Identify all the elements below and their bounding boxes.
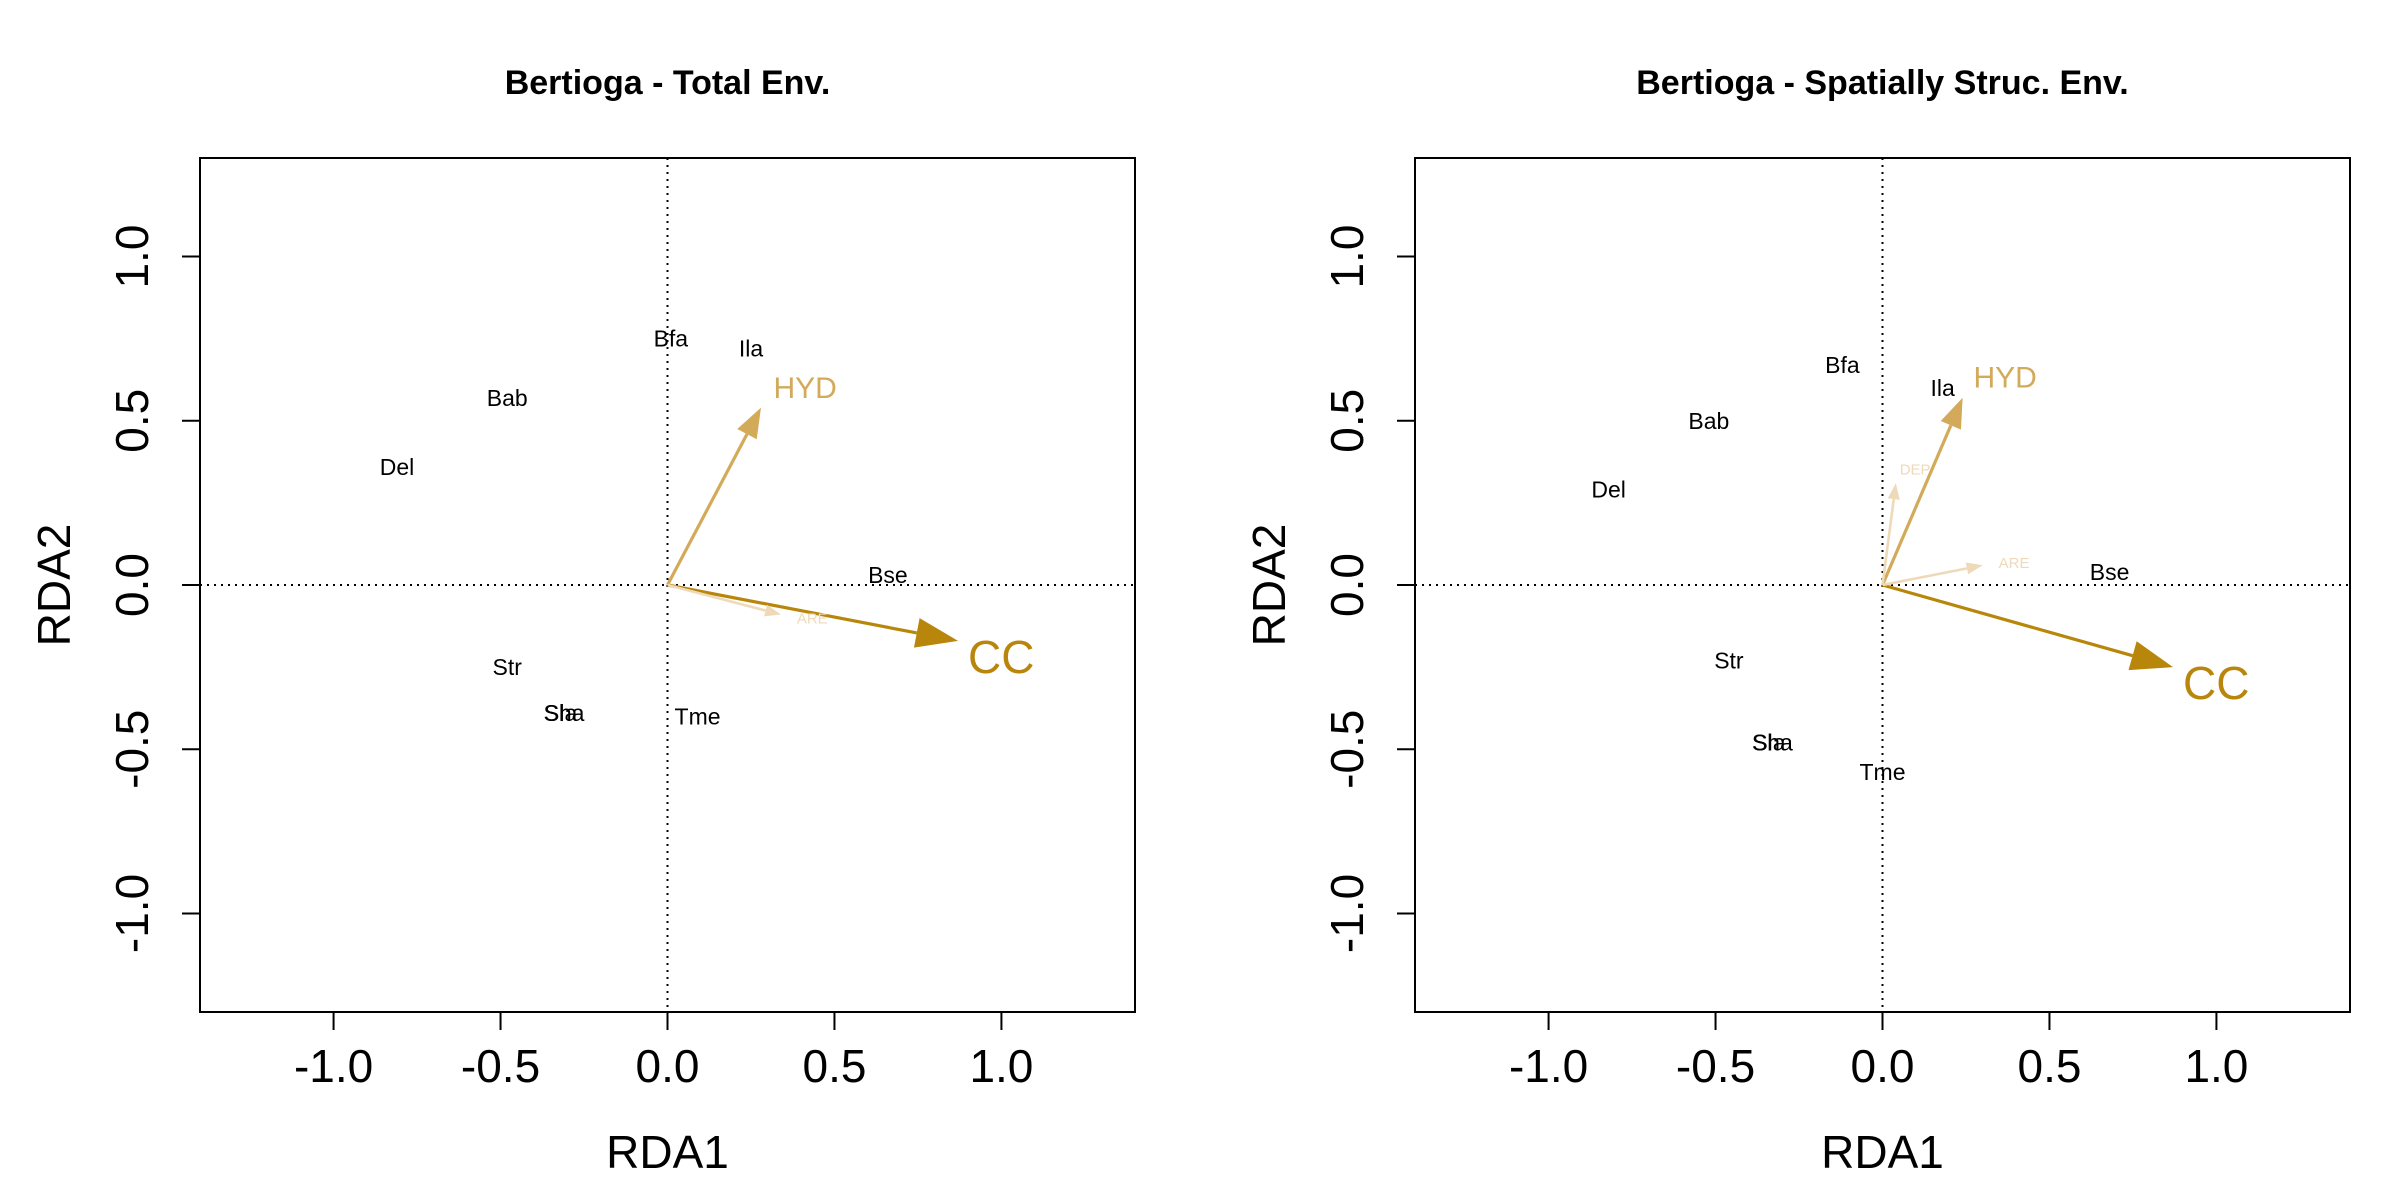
x-tick-label: 0.0 (636, 1040, 700, 1092)
vector-label: DEP (1900, 461, 1931, 478)
y-tick-label: 0.5 (106, 389, 158, 453)
species-label-bfa: Bfa (654, 326, 689, 352)
y-tick-label: -1.0 (1321, 874, 1373, 953)
vector-shaft (667, 583, 766, 612)
species-label-tme: Tme (1860, 759, 1906, 785)
vector-arrowhead (737, 407, 761, 440)
vector-cc: CC (667, 583, 1034, 683)
x-tick-label: 0.0 (1851, 1040, 1915, 1092)
species-label-ila: Ila (1930, 375, 1955, 401)
vector-are: ARE (667, 583, 828, 627)
rda-panel-2: Bertioga - Spatially Struc. Env. -1.0 -0.5… (1243, 64, 2351, 1178)
x-tick-label: 1.0 (2184, 1040, 2248, 1092)
vector-label: HYD (1973, 362, 2036, 395)
y-tick-label: -0.5 (1321, 710, 1373, 789)
species-label-sha: Sha (544, 700, 585, 726)
vector-label: CC (2183, 657, 2249, 709)
y-tick-label: -1.0 (106, 874, 158, 953)
x-axis-title: RDA1 (1821, 1126, 1944, 1178)
species-label-del: Del (380, 454, 415, 480)
species-label-str: Str (1714, 648, 1744, 674)
panel-title: Bertioga - Total Env. (505, 64, 831, 102)
vector-shaft (1882, 567, 1968, 587)
vector-arrowhead (1965, 562, 1983, 575)
y-tick-label: 0.5 (1321, 389, 1373, 453)
x-tick-label: -0.5 (1676, 1040, 1755, 1092)
rda-panel-1: Bertioga - Total Env. -1.0 -0.5 0.0 0.5 1.0 -1… (28, 64, 1136, 1178)
vector-label: ARE (1999, 555, 2030, 572)
y-tick-label: 0.0 (1321, 553, 1373, 617)
vector-arrowhead (1887, 483, 1900, 500)
y-tick-label: -0.5 (106, 710, 158, 789)
vector-cc: CC (1882, 583, 2249, 709)
species-label-sla: Sla (544, 700, 577, 726)
vector-hyd: HYD (666, 372, 837, 586)
species-label-ila: Ila (739, 336, 764, 362)
species-label-del: Del (1591, 477, 1626, 503)
vector-are: ARE (1882, 555, 2030, 587)
species-label-bse: Bse (2090, 559, 2130, 585)
x-tick-label: -0.5 (461, 1040, 540, 1092)
species-label-str: Str (493, 654, 523, 680)
y-tick-label: 1.0 (106, 225, 158, 289)
vector-arrowhead (913, 618, 959, 648)
y-axis-title: RDA2 (1243, 524, 1295, 647)
vector-label: CC (968, 631, 1034, 683)
vector-label: ARE (797, 610, 828, 627)
x-tick-label: -1.0 (294, 1040, 373, 1092)
vector-shaft (1881, 498, 1896, 586)
species-label-sha: Sha (1752, 730, 1793, 756)
x-tick-label: -1.0 (1509, 1040, 1588, 1092)
y-tick-label: 0.0 (106, 553, 158, 617)
vector-shaft (1882, 583, 2134, 658)
vector-arrowhead (1940, 397, 1963, 430)
vector-hyd: HYD (1881, 362, 2037, 586)
species-label-bab: Bab (487, 385, 528, 411)
vector-shaft (666, 433, 749, 586)
species-label-bfa: Bfa (1825, 352, 1860, 378)
y-tick-label: 1.0 (1321, 225, 1373, 289)
species-label-tme: Tme (675, 703, 721, 729)
panel-title: Bertioga - Spatially Struc. Env. (1636, 64, 2129, 102)
x-axis-title: RDA1 (606, 1126, 729, 1178)
x-tick-label: 1.0 (969, 1040, 1033, 1092)
vector-dep: DEP (1881, 461, 1931, 586)
x-tick-label: 0.5 (802, 1040, 866, 1092)
vector-label: HYD (773, 372, 836, 405)
vector-arrowhead (764, 604, 782, 617)
x-tick-label: 0.5 (2017, 1040, 2081, 1092)
species-label-bse: Bse (868, 562, 908, 588)
species-label-sla: Sla (1752, 730, 1785, 756)
vector-shaft (1881, 424, 1953, 586)
vector-shaft (667, 583, 918, 635)
vector-arrowhead (2128, 641, 2174, 671)
y-axis-title: RDA2 (28, 524, 80, 647)
species-label-bab: Bab (1688, 408, 1729, 434)
